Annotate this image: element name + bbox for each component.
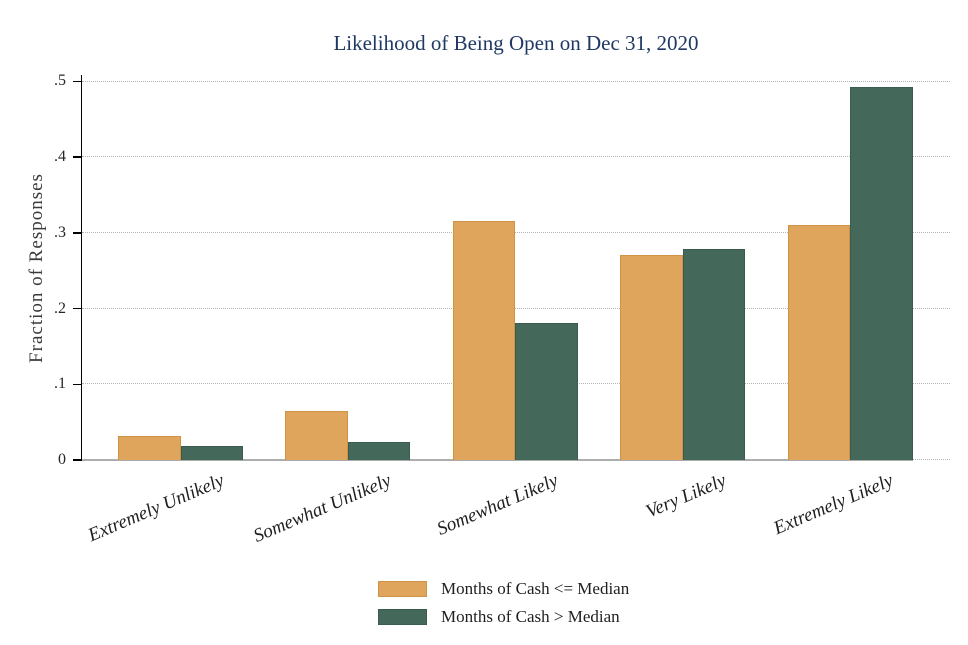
y-axis-line [80,75,82,461]
bar-series1-2 [285,410,348,460]
bar-series1-4 [620,254,683,460]
y-gridline [82,156,950,158]
legend-label: Months of Cash > Median [441,607,620,626]
legend-swatch-series2 [378,608,427,625]
legend-swatch-series1 [378,580,427,597]
y-axis-title: Fraction of Responses [26,173,47,363]
bar-series2-3 [515,322,578,460]
y-tick [73,156,81,158]
legend: Months of Cash <= Median Months of Cash >… [378,580,629,625]
bar-series1-3 [452,220,516,460]
y-tick-label: 0 [58,451,66,468]
bar-series1-5 [787,225,850,460]
bar-series2-5 [850,86,913,460]
bar-series1-1 [118,435,181,460]
y-tick [73,232,81,234]
y-tick-label: .2 [54,299,66,317]
y-tick-label: .3 [54,223,66,241]
bar-series2-2 [347,441,411,460]
bar-series2-4 [682,249,746,460]
y-tick [73,383,81,385]
plot-area: 0.1.2.3.4.5 Extremely Unlikely Somewhat Un… [54,73,950,547]
y-tick [73,307,81,310]
y-tick [73,459,81,461]
y-gridline [82,80,950,82]
y-tick-label: .4 [54,148,66,166]
y-tick-label: .5 [54,72,66,90]
y-tick-label: .1 [54,375,66,393]
bar-series2-1 [180,446,243,460]
legend-label: Months of Cash <= Median [441,579,630,598]
y-gridline [82,307,950,309]
y-gridline [82,232,950,234]
y-tick [73,80,81,83]
legend-row: Months of Cash <= Median [378,580,629,597]
chart-title: Likelihood of Being Open on Dec 31, 2020 [333,31,699,55]
legend-row: Months of Cash > Median [378,608,629,625]
